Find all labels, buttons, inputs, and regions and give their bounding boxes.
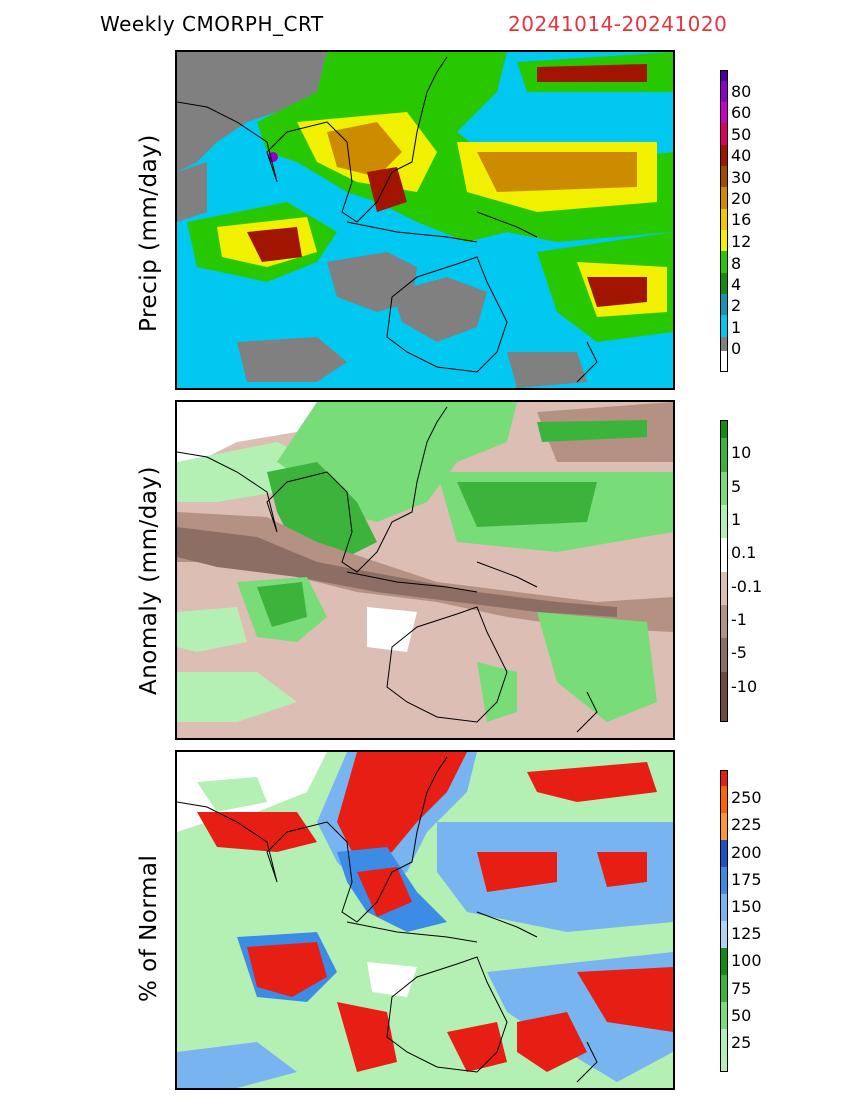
percent-tick: 150 (731, 897, 762, 916)
percent-tick: 100 (731, 951, 762, 970)
anomaly-tick: 1 (731, 510, 742, 529)
anomaly-tick: -10 (731, 677, 758, 696)
percent-tick: 75 (731, 979, 752, 998)
anomaly-tick: 10 (731, 443, 752, 462)
anomaly-tick: 0.1 (731, 543, 757, 562)
anomaly-tick: -0.1 (731, 577, 763, 596)
precip-tick: 4 (731, 275, 742, 294)
percent-colorbar (720, 770, 728, 1072)
anomaly-tick: 5 (731, 477, 742, 496)
chart-title: Weekly CMORPH_CRT (100, 12, 324, 36)
precip-tick: 16 (731, 210, 752, 229)
anomaly-tick: -5 (731, 643, 747, 662)
precip-tick: 30 (731, 168, 752, 187)
anomaly-tick: -1 (731, 610, 747, 629)
precip-map-canvas (177, 52, 673, 388)
percent-tick: 125 (731, 924, 762, 943)
date-range: 20241014-20241020 (508, 12, 728, 36)
percent-tick: 200 (731, 843, 762, 862)
percent-axis-label: % of Normal (136, 854, 162, 1002)
anomaly-axis-label: Anomaly (mm/day) (136, 465, 162, 695)
percent-tick: 175 (731, 870, 762, 889)
percent-tick: 25 (731, 1033, 752, 1052)
precip-tick: 40 (731, 146, 752, 165)
precip-axis-label: Precip (mm/day) (136, 134, 162, 332)
percent-tick: 250 (731, 788, 762, 807)
anomaly-colorbar (720, 420, 728, 722)
precip-map (175, 50, 675, 390)
percent-map-canvas (177, 752, 673, 1088)
precip-tick: 80 (731, 82, 752, 101)
precip-tick: 8 (731, 254, 742, 273)
percent-tick: 225 (731, 815, 762, 834)
precip-tick: 50 (731, 125, 752, 144)
precip-tick: 20 (731, 189, 752, 208)
precip-tick: 60 (731, 103, 752, 122)
anomaly-map-canvas (177, 402, 673, 738)
precip-tick: 1 (731, 318, 742, 337)
anomaly-map (175, 400, 675, 740)
percent-tick: 50 (731, 1006, 752, 1025)
percent-map (175, 750, 675, 1090)
precip-tick: 12 (731, 232, 752, 251)
precip-tick: 0 (731, 339, 742, 358)
precip-colorbar (720, 70, 728, 372)
precip-tick: 2 (731, 296, 742, 315)
